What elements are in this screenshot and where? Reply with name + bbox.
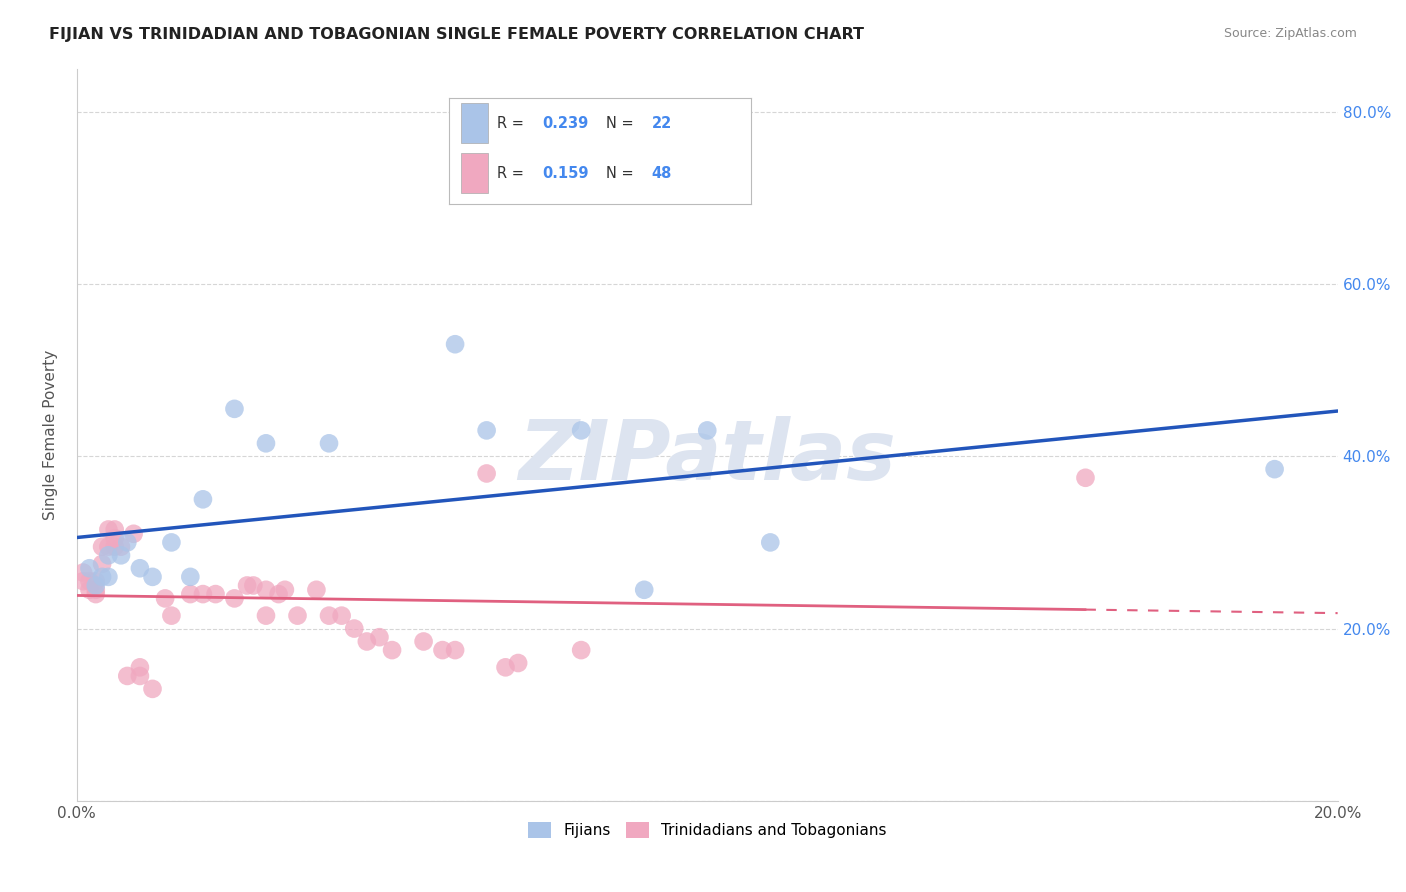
Point [179, 587, 201, 601]
Point [254, 608, 277, 623]
Point [84, 574, 107, 589]
Point [160, 535, 183, 549]
Point [356, 634, 378, 648]
Point [153, 591, 176, 606]
Point [475, 467, 498, 481]
Point [97, 570, 120, 584]
Point [179, 570, 201, 584]
Point [495, 660, 517, 674]
Point [432, 643, 454, 657]
Point [129, 660, 152, 674]
Point [84, 578, 107, 592]
Point [104, 523, 127, 537]
Point [141, 570, 163, 584]
Point [79, 582, 101, 597]
Point [569, 424, 592, 438]
Point [91, 557, 114, 571]
Point [236, 578, 259, 592]
Point [254, 582, 277, 597]
Point [475, 424, 498, 438]
Point [444, 643, 467, 657]
Point [287, 608, 309, 623]
Point [343, 622, 366, 636]
Point [224, 401, 246, 416]
Point [368, 630, 391, 644]
Point [129, 561, 152, 575]
Point [633, 582, 655, 597]
Point [91, 570, 114, 584]
Point [305, 582, 328, 597]
Point [97, 523, 120, 537]
Point [104, 531, 127, 545]
Point [117, 669, 139, 683]
Point [97, 540, 120, 554]
Point [141, 681, 163, 696]
Point [110, 549, 132, 563]
Point [97, 549, 120, 563]
Point [318, 608, 340, 623]
Point [204, 587, 226, 601]
Legend: Fijians, Trinidadians and Tobagonians: Fijians, Trinidadians and Tobagonians [522, 816, 893, 845]
Point [318, 436, 340, 450]
Point [84, 587, 107, 601]
Point [79, 561, 101, 575]
Point [117, 535, 139, 549]
Point [508, 656, 530, 670]
Point [330, 608, 353, 623]
Text: FIJIAN VS TRINIDADIAN AND TOBAGONIAN SINGLE FEMALE POVERTY CORRELATION CHART: FIJIAN VS TRINIDADIAN AND TOBAGONIAN SIN… [49, 27, 865, 42]
Point [191, 492, 214, 507]
Point [160, 608, 183, 623]
Text: ZIPatlas: ZIPatlas [519, 417, 896, 497]
Point [696, 424, 718, 438]
Text: Source: ZipAtlas.com: Source: ZipAtlas.com [1223, 27, 1357, 40]
Point [1264, 462, 1286, 476]
Point [242, 578, 264, 592]
Point [191, 587, 214, 601]
Point [110, 540, 132, 554]
Point [759, 535, 782, 549]
Point [129, 669, 152, 683]
Point [72, 566, 94, 580]
Point [84, 582, 107, 597]
Point [79, 574, 101, 589]
Point [91, 540, 114, 554]
Y-axis label: Single Female Poverty: Single Female Poverty [44, 350, 58, 520]
Point [381, 643, 404, 657]
Point [1074, 471, 1097, 485]
Point [254, 436, 277, 450]
Point [104, 540, 127, 554]
Point [569, 643, 592, 657]
Point [122, 526, 145, 541]
Point [224, 591, 246, 606]
Point [412, 634, 434, 648]
Point [72, 574, 94, 589]
Point [444, 337, 467, 351]
Point [274, 582, 297, 597]
Point [267, 587, 290, 601]
